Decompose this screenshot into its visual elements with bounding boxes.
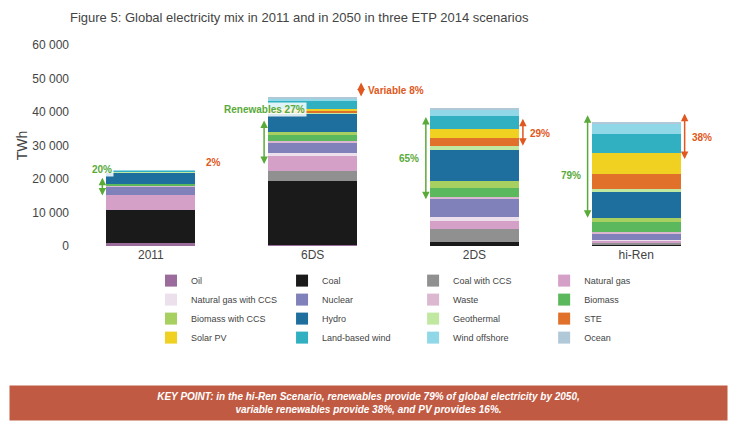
svg-text:30 000: 30 000 <box>32 139 69 153</box>
svg-text:Waste: Waste <box>453 295 478 305</box>
svg-text:Natural gas: Natural gas <box>584 276 631 286</box>
svg-text:Hydro: Hydro <box>322 314 346 324</box>
svg-text:0: 0 <box>62 239 69 253</box>
svg-text:Geothermal: Geothermal <box>453 314 500 324</box>
svg-text:20 000: 20 000 <box>32 172 69 186</box>
svg-text:TWh: TWh <box>14 131 30 161</box>
svg-text:40 000: 40 000 <box>32 105 69 119</box>
svg-text:Coal with CCS: Coal with CCS <box>453 276 512 286</box>
svg-text:50 000: 50 000 <box>32 72 69 86</box>
svg-text:Oil: Oil <box>191 276 202 286</box>
svg-text:Natural gas with CCS: Natural gas with CCS <box>191 295 277 305</box>
svg-text:20%: 20% <box>92 164 112 175</box>
svg-text:60 000: 60 000 <box>32 38 69 52</box>
svg-text:Coal: Coal <box>322 276 341 286</box>
svg-text:Solar PV: Solar PV <box>191 333 227 343</box>
svg-text:Ocean: Ocean <box>584 333 611 343</box>
svg-text:Wind offshore: Wind offshore <box>453 333 508 343</box>
svg-text:65%: 65% <box>399 153 419 164</box>
svg-text:KEY POINT: in the hi-Ren Scena: KEY POINT: in the hi-Ren Scenario, renew… <box>157 391 580 415</box>
svg-text:Biomass with CCS: Biomass with CCS <box>191 314 266 324</box>
svg-text:Renewables 27%: Renewables 27% <box>224 104 305 115</box>
svg-text:Variable 8%: Variable 8% <box>368 85 424 96</box>
svg-text:29%: 29% <box>530 128 550 139</box>
svg-text:6DS: 6DS <box>301 248 324 262</box>
svg-text:2%: 2% <box>206 157 221 168</box>
svg-text:38%: 38% <box>692 132 712 143</box>
svg-text:hi-Ren: hi-Ren <box>618 248 653 262</box>
svg-text:Figure 5: Global electricity m: Figure 5: Global electricity mix in 2011… <box>70 10 529 25</box>
svg-text:Nuclear: Nuclear <box>322 295 353 305</box>
svg-text:79%: 79% <box>561 170 581 181</box>
svg-text:2DS: 2DS <box>463 248 486 262</box>
svg-text:2011: 2011 <box>138 248 164 262</box>
svg-text:10 000: 10 000 <box>32 206 69 220</box>
svg-text:STE: STE <box>584 314 602 324</box>
svg-text:Land-based wind: Land-based wind <box>322 333 391 343</box>
svg-text:Biomass: Biomass <box>584 295 619 305</box>
